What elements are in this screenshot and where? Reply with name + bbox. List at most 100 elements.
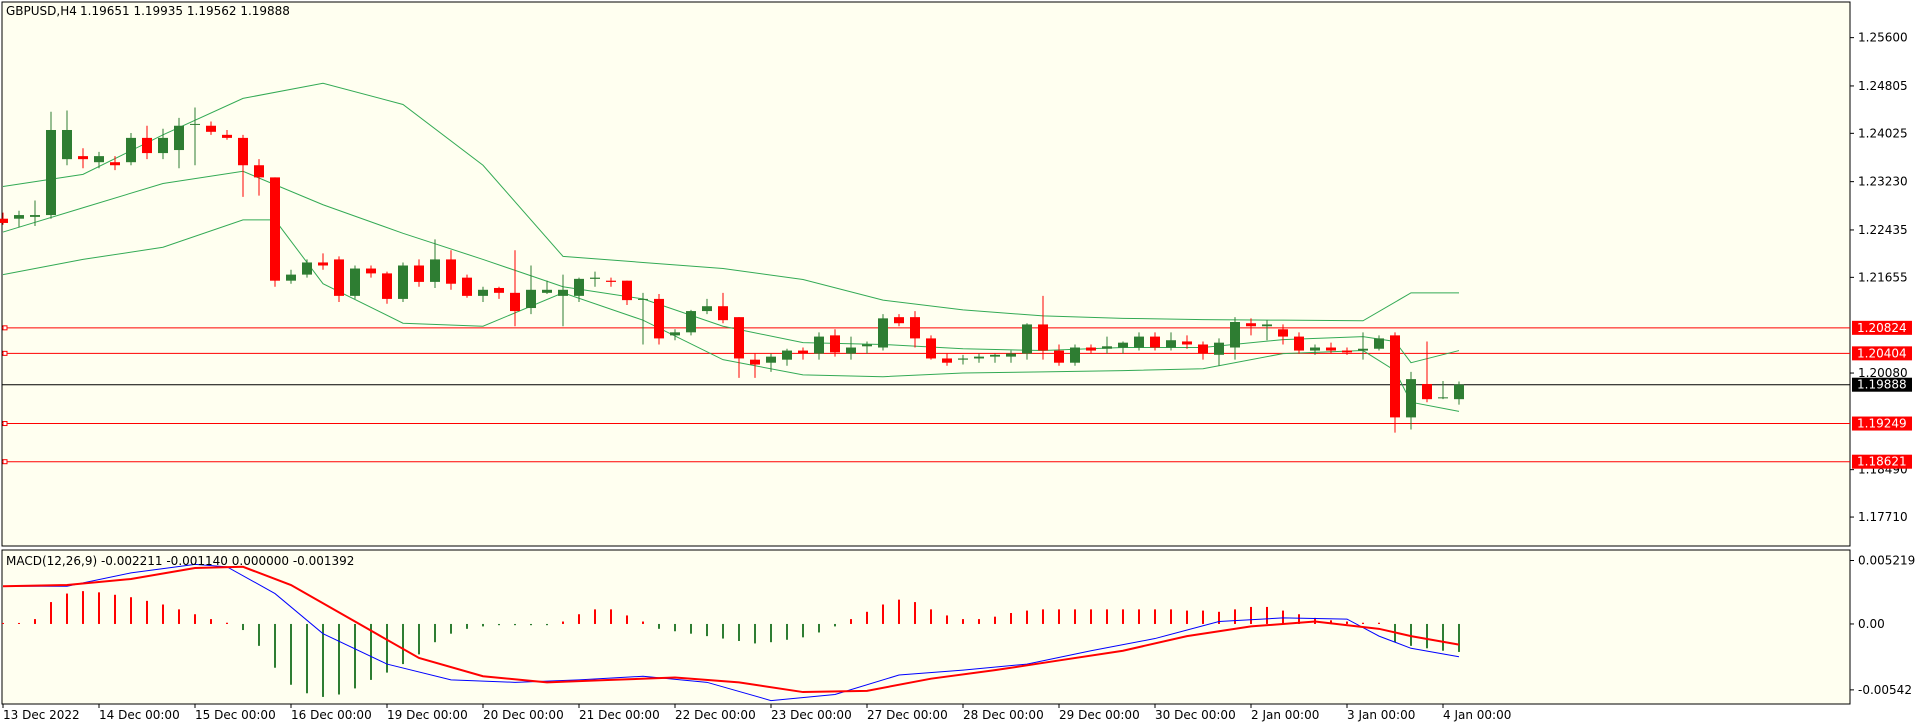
level-price-tag bbox=[1852, 454, 1912, 469]
candle-body bbox=[382, 273, 392, 299]
candle-body bbox=[1454, 384, 1464, 400]
candle-body bbox=[446, 259, 456, 284]
candle-body bbox=[1262, 324, 1272, 327]
candle-body bbox=[878, 318, 888, 348]
candle-body bbox=[494, 287, 504, 293]
level-price-tag bbox=[1852, 416, 1912, 431]
candle-body bbox=[1438, 397, 1448, 399]
candle-body bbox=[510, 292, 520, 312]
candle-body bbox=[686, 311, 696, 333]
time-tick-label: 20 Dec 00:00 bbox=[483, 708, 564, 722]
price-pane: 1.25600 1.24805 1.24025 1.23230 1.22435 1.216… bbox=[0, 31, 1912, 524]
candle-body bbox=[830, 335, 840, 353]
level-price-label: 1.18621 bbox=[1857, 455, 1907, 469]
bollinger-middle-line bbox=[2, 170, 1460, 364]
candle-body bbox=[1150, 336, 1160, 348]
candle-body bbox=[1294, 336, 1304, 351]
candle-body bbox=[190, 123, 200, 125]
time-tick-label: 2 Jan 00:00 bbox=[1251, 708, 1319, 722]
level-price-tag bbox=[1852, 320, 1912, 335]
candle-body bbox=[30, 215, 40, 217]
candle-body bbox=[1102, 346, 1112, 349]
level-price-label: 1.20824 bbox=[1857, 321, 1907, 335]
candle-body bbox=[206, 125, 216, 132]
level-price-label: 1.20404 bbox=[1857, 346, 1907, 360]
candle-body bbox=[1166, 340, 1176, 348]
candle-body bbox=[0, 218, 8, 223]
candle-body bbox=[1038, 324, 1048, 351]
candle-body bbox=[126, 137, 136, 163]
candle-body bbox=[622, 280, 632, 301]
candle-body bbox=[462, 277, 472, 296]
candle-body bbox=[1278, 329, 1288, 337]
candle-body bbox=[398, 265, 408, 299]
candle-body bbox=[798, 350, 808, 354]
level-price-label: 1.19249 bbox=[1857, 417, 1907, 431]
candle-body bbox=[302, 262, 312, 275]
candle-body bbox=[782, 350, 792, 360]
candle-body bbox=[574, 278, 584, 296]
candle-body bbox=[46, 129, 56, 216]
level-anchor bbox=[2, 350, 8, 356]
candle-body bbox=[894, 317, 904, 324]
candle-body bbox=[318, 262, 328, 266]
time-tick-label: 19 Dec 00:00 bbox=[387, 708, 468, 722]
candle-body bbox=[702, 306, 712, 312]
candle-body bbox=[1070, 347, 1080, 363]
candle-body bbox=[270, 177, 280, 281]
current-price-tag bbox=[1852, 377, 1912, 392]
price-tick-label: 1.22435 bbox=[1858, 223, 1908, 237]
candle-body bbox=[590, 277, 600, 279]
time-tick-label: 27 Dec 00:00 bbox=[867, 708, 948, 722]
time-tick-label: 16 Dec 00:00 bbox=[291, 708, 372, 722]
candle-body bbox=[1406, 379, 1416, 418]
candle-body bbox=[334, 259, 344, 296]
candle-body bbox=[222, 134, 232, 138]
candle-body bbox=[1230, 322, 1240, 348]
candle-body bbox=[62, 129, 72, 160]
time-tick-label: 3 Jan 00:00 bbox=[1347, 708, 1415, 722]
level-price-tag bbox=[1852, 346, 1912, 361]
time-tick-label: 4 Jan 00:00 bbox=[1443, 708, 1511, 722]
candle-body bbox=[974, 356, 984, 359]
price-tick-label: 1.25600 bbox=[1858, 31, 1908, 45]
candle-body bbox=[1054, 350, 1064, 363]
time-tick-label: 28 Dec 00:00 bbox=[963, 708, 1044, 722]
candle-body bbox=[1118, 342, 1128, 348]
candle-body bbox=[1246, 323, 1256, 327]
level-anchor bbox=[2, 459, 8, 465]
macd-line bbox=[3, 563, 1460, 702]
price-tick-label: 1.21655 bbox=[1858, 270, 1908, 284]
x-axis: 13 Dec 2022 14 Dec 00:00 15 Dec 00:00 16 De… bbox=[2, 704, 1511, 722]
candle-body bbox=[1086, 347, 1096, 351]
candle-body bbox=[990, 354, 1000, 357]
macd-tick-label: -0.00542 bbox=[1858, 683, 1912, 697]
candle-body bbox=[718, 306, 728, 321]
candle-body bbox=[1358, 348, 1368, 351]
macd-tick-label: 0.005219 bbox=[1858, 553, 1915, 567]
time-tick-label: 29 Dec 00:00 bbox=[1059, 708, 1140, 722]
time-tick-label: 30 Dec 00:00 bbox=[1155, 708, 1236, 722]
candle-body bbox=[110, 162, 120, 166]
candle-body bbox=[862, 344, 872, 347]
candle-body bbox=[1214, 342, 1224, 355]
bollinger-upper-line bbox=[2, 82, 1459, 322]
candle-body bbox=[526, 289, 536, 309]
candle-body bbox=[158, 137, 168, 154]
candle-body bbox=[766, 356, 776, 363]
candle-body bbox=[286, 274, 296, 281]
candle-body bbox=[1390, 335, 1400, 418]
candle-body bbox=[1374, 338, 1384, 349]
candle-body bbox=[926, 338, 936, 359]
macd-signal-line bbox=[2, 565, 1460, 694]
candle-body bbox=[1182, 341, 1192, 345]
time-tick-label: 21 Dec 00:00 bbox=[579, 708, 660, 722]
candle-body bbox=[414, 265, 424, 282]
macd-tick-label: 0.00 bbox=[1858, 617, 1885, 631]
candle-body bbox=[654, 298, 664, 339]
price-tick-label: 1.24025 bbox=[1858, 126, 1908, 140]
candle-body bbox=[1006, 353, 1016, 357]
time-tick-label: 14 Dec 00:00 bbox=[99, 708, 180, 722]
current-price-label: 1.19888 bbox=[1857, 378, 1907, 392]
